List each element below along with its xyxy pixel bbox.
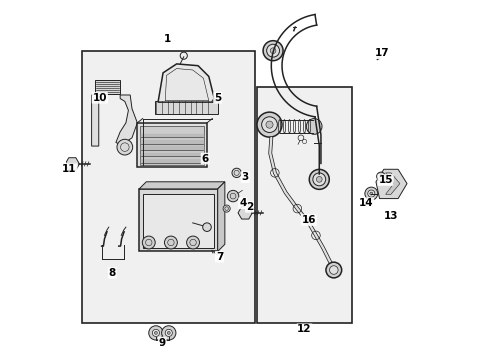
Polygon shape xyxy=(385,173,399,194)
Polygon shape xyxy=(158,64,215,102)
Polygon shape xyxy=(217,182,224,251)
Circle shape xyxy=(261,117,277,132)
Text: 14: 14 xyxy=(358,198,372,208)
Polygon shape xyxy=(91,94,99,146)
Bar xyxy=(137,123,206,167)
Text: 17: 17 xyxy=(374,48,388,58)
Bar xyxy=(139,189,217,251)
Circle shape xyxy=(231,168,241,177)
Circle shape xyxy=(148,326,163,340)
Circle shape xyxy=(266,44,279,57)
Text: 2: 2 xyxy=(245,202,253,212)
Circle shape xyxy=(367,190,374,197)
Bar xyxy=(257,87,351,323)
Circle shape xyxy=(186,236,199,249)
Text: 8: 8 xyxy=(108,268,116,278)
Bar xyxy=(155,102,217,114)
Circle shape xyxy=(325,262,341,278)
Circle shape xyxy=(308,169,328,189)
Bar xyxy=(142,194,214,248)
Circle shape xyxy=(369,192,372,195)
Circle shape xyxy=(305,118,322,134)
Circle shape xyxy=(312,173,325,186)
Circle shape xyxy=(152,329,159,337)
Polygon shape xyxy=(95,80,120,94)
Polygon shape xyxy=(375,169,406,199)
Text: 7: 7 xyxy=(215,252,223,262)
Circle shape xyxy=(117,139,132,155)
Circle shape xyxy=(364,187,377,200)
Circle shape xyxy=(164,236,177,249)
Text: 15: 15 xyxy=(378,175,392,185)
Circle shape xyxy=(329,266,337,274)
Circle shape xyxy=(263,41,283,61)
Text: 11: 11 xyxy=(62,164,77,174)
Circle shape xyxy=(154,332,157,334)
Circle shape xyxy=(316,176,322,182)
Text: 3: 3 xyxy=(241,172,248,182)
Circle shape xyxy=(227,190,238,202)
Circle shape xyxy=(162,326,176,340)
Text: 1: 1 xyxy=(164,34,171,44)
Text: 4: 4 xyxy=(239,198,246,208)
Circle shape xyxy=(376,172,385,181)
Bar xyxy=(82,51,255,323)
Circle shape xyxy=(142,236,155,249)
Polygon shape xyxy=(238,207,252,219)
Circle shape xyxy=(167,332,170,334)
Text: 12: 12 xyxy=(297,324,311,334)
Polygon shape xyxy=(65,158,80,170)
Circle shape xyxy=(257,112,282,137)
Circle shape xyxy=(378,175,382,178)
Text: 9: 9 xyxy=(159,338,165,347)
Circle shape xyxy=(223,205,230,212)
Circle shape xyxy=(165,329,172,337)
Text: 13: 13 xyxy=(383,211,397,221)
Text: 5: 5 xyxy=(214,93,221,103)
Text: 16: 16 xyxy=(301,215,315,225)
Bar xyxy=(140,126,203,165)
Circle shape xyxy=(265,121,272,128)
Text: 6: 6 xyxy=(201,154,208,163)
Text: 10: 10 xyxy=(92,93,107,103)
Polygon shape xyxy=(139,182,224,189)
Circle shape xyxy=(270,48,275,54)
Circle shape xyxy=(203,223,211,231)
Polygon shape xyxy=(116,95,137,145)
